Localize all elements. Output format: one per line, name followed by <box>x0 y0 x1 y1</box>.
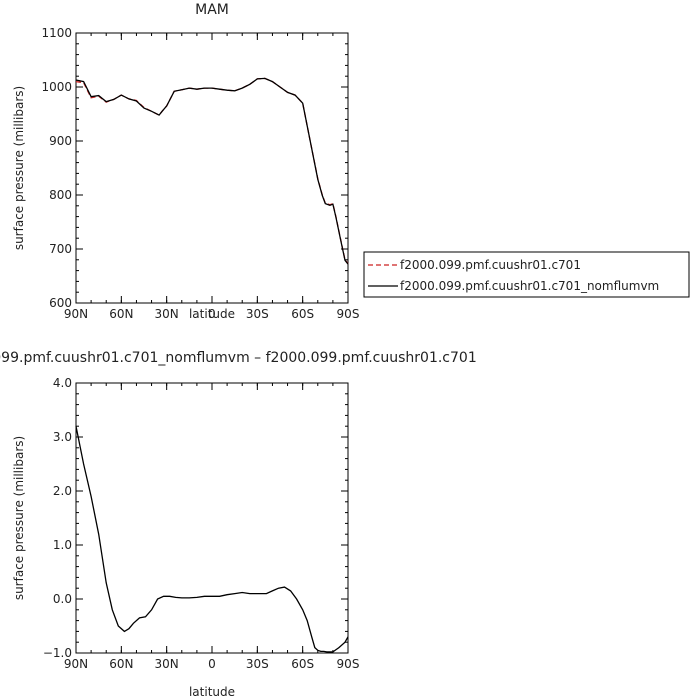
legend-box <box>363 251 690 298</box>
top-x-tick-label: 60S <box>291 307 314 321</box>
top-y-tick-label: 700 <box>49 242 72 256</box>
top-y-tick-label: 800 <box>49 188 72 202</box>
bottom-panel: f2000.099.pmf.cuushr01.c701_nomflumvm – … <box>0 350 477 699</box>
top-x-tick-label: 30N <box>155 307 179 321</box>
bottom-x-tick-label: 90S <box>337 657 360 671</box>
legend: f2000.099.pmf.cuushr01.c701 f2000.099.pm… <box>363 251 690 298</box>
top-y-axis-label: surface pressure (millibars) <box>12 86 26 250</box>
top-x-tick-label: 30S <box>246 307 269 321</box>
legend-label-series-1: f2000.099.pmf.cuushr01.c701 <box>400 258 581 272</box>
top-series-line-2 <box>75 77 349 265</box>
top-y-tick-label: 900 <box>49 134 72 148</box>
bottom-plot-frame <box>75 382 349 654</box>
top-y-tick-label: 1000 <box>41 80 72 94</box>
bottom-x-tick-label: 0 <box>208 657 216 671</box>
bottom-y-tick-label: 4.0 <box>53 376 72 390</box>
bottom-y-tick-label: 0.0 <box>53 592 72 606</box>
top-x-tick-label: 90N <box>64 307 88 321</box>
bottom-y-tick-label: 3.0 <box>53 430 72 444</box>
top-panel: MAM surface pressure (millibars) latitud… <box>12 2 690 321</box>
legend-label-series-2: f2000.099.pmf.cuushr01.c701_nomflumvm <box>400 279 659 293</box>
top-x-tick-label: 90S <box>337 307 360 321</box>
bottom-y-tick-label: 2.0 <box>53 484 72 498</box>
bottom-x-tick-label: 30N <box>155 657 179 671</box>
top-x-tick-label: 0 <box>208 307 216 321</box>
bottom-x-axis-label: latitude <box>189 685 235 699</box>
bottom-y-tick-label: 1.0 <box>53 538 72 552</box>
bottom-y-axis-label: surface pressure (millibars) <box>12 436 26 600</box>
top-y-tick-label: 600 <box>49 296 72 310</box>
bottom-x-tick-label: 90N <box>64 657 88 671</box>
top-x-tick-label: 60N <box>109 307 133 321</box>
bottom-series-line-1 <box>75 426 349 653</box>
top-series-line-1 <box>75 77 349 265</box>
top-chart-title: MAM <box>195 2 229 18</box>
top-y-tick-label: 1100 <box>41 26 72 40</box>
top-plot-area: 90N 60N 30N 0 30S 60S 90S 600 700 800 900 1000 1100 <box>41 26 359 321</box>
bottom-x-tick-label: 30S <box>246 657 269 671</box>
bottom-x-tick-label: 60S <box>291 657 314 671</box>
top-x-axis-label: latitude <box>189 307 235 321</box>
bottom-plot-area: 90N 60N 30N 0 30S 60S 90S −1.0 0.0 1.0 2.0 3.0 4.0 <box>43 376 360 671</box>
bottom-y-tick-label: −1.0 <box>43 646 72 660</box>
bottom-x-tick-label: 60N <box>109 657 133 671</box>
bottom-chart-title: f2000.099.pmf.cuushr01.c701_nomflumvm – … <box>0 350 477 366</box>
top-plot-frame <box>75 32 349 304</box>
